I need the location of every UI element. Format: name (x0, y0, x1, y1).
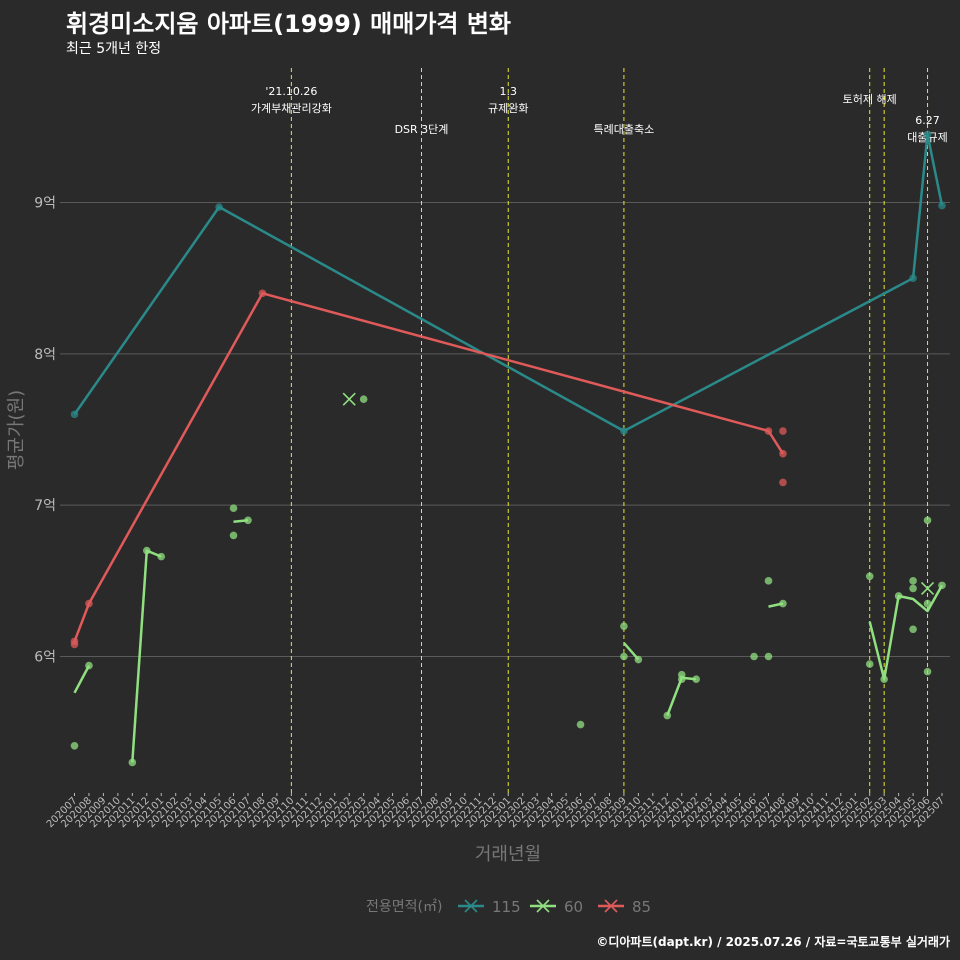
data-point-60 (128, 758, 137, 767)
annotation-label: DSR 3단계 (395, 123, 449, 136)
series-line-60 (768, 602, 784, 608)
annotation-label: 특례대출축소 (594, 123, 655, 136)
series-line-60 (131, 549, 162, 763)
data-point-60 (229, 504, 238, 512)
annotation-label: '21.10.26 (265, 85, 317, 98)
data-point-60 (70, 741, 79, 750)
annotation-label: 토허제 해제 (843, 92, 897, 106)
data-point-60 (764, 652, 773, 661)
data-point-60 (923, 667, 932, 676)
legend-label-85: 85 (632, 898, 651, 916)
cross-stroke (536, 899, 550, 913)
series-line-85 (73, 292, 785, 642)
legend-label-115: 115 (492, 898, 521, 916)
series-line-60 (868, 584, 944, 681)
legend-cross-115 (464, 899, 478, 913)
data-point-85 (70, 640, 79, 649)
legend-cross-60 (536, 899, 550, 913)
legend-cross-85 (604, 899, 618, 913)
data-point-60 (576, 720, 585, 729)
chart-subtitle: 최근 5개년 한정 (66, 41, 162, 57)
cross-stroke (342, 392, 356, 406)
data-point-60 (750, 652, 758, 661)
data-point-85 (779, 478, 787, 487)
data-point-60 (620, 622, 628, 631)
y-axis-title: 평균가(원) (6, 390, 27, 470)
cross-marker-60 (920, 581, 935, 595)
cross-stroke (464, 899, 478, 913)
legend-title: 전용면적(㎡) (366, 899, 442, 915)
data-point-60 (692, 675, 701, 683)
data-point-60 (909, 625, 917, 634)
data-point-60 (909, 577, 917, 585)
annotation-label: 규제완화 (488, 102, 528, 115)
y-tick-label: 9억 (34, 196, 56, 212)
series-line-60 (73, 665, 91, 694)
data-point-60 (620, 652, 628, 661)
data-point-85 (779, 427, 787, 435)
chart-title: 휘경미소지움 아파트(1999) 매매가격 변화 (66, 10, 511, 38)
x-axis-title: 거래년월 (475, 844, 541, 865)
data-point-60 (909, 584, 917, 593)
data-point-60 (764, 577, 773, 585)
series-line-60 (233, 519, 249, 524)
data-point-60 (865, 660, 874, 668)
data-point-60 (865, 572, 874, 581)
data-point-60 (923, 516, 932, 525)
cross-stroke (604, 899, 618, 913)
series-line-60 (622, 642, 640, 661)
annotation-label: 가계부채관리강화 (251, 102, 332, 115)
source-caption: ©디아파트(dapt.kr) / 2025.07.26 / 자료=국토교통부 실… (596, 935, 950, 949)
cross-marker-60 (342, 392, 356, 406)
data-point-60 (229, 531, 238, 540)
series-line-115 (73, 133, 944, 433)
annotation-label: 1.3 (500, 85, 518, 98)
annotation-label: 6.27 (915, 114, 940, 127)
data-point-115 (938, 201, 946, 210)
series-line-60 (666, 676, 697, 716)
y-tick-label: 8억 (34, 347, 56, 363)
legend-label-60: 60 (564, 898, 583, 916)
cross-stroke (920, 581, 935, 595)
data-point-60 (359, 395, 368, 404)
y-tick-label: 7억 (34, 498, 56, 514)
y-tick-label: 6억 (34, 650, 56, 666)
